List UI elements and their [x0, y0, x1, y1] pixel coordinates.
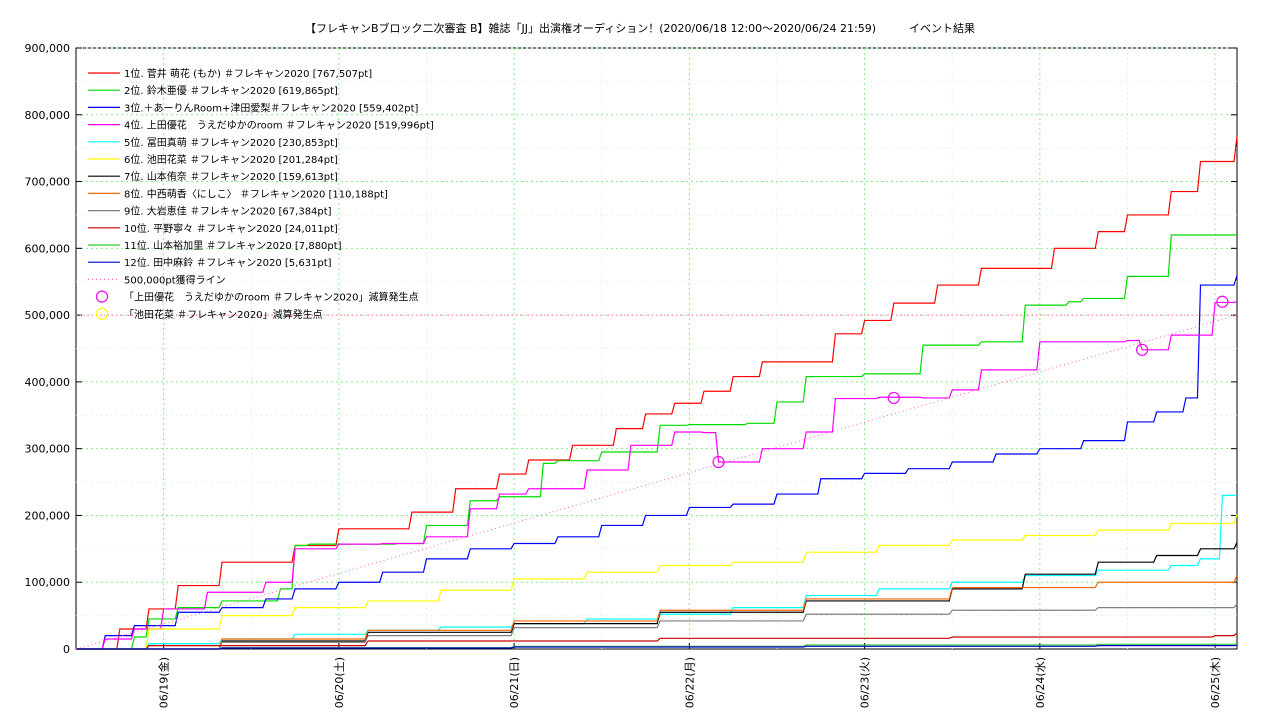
- series-line-1: [76, 136, 1238, 650]
- legend-label: 「上田優花 うえだゆかのroom ＃フレキャン2020」減算発生点: [124, 291, 419, 304]
- x-tick-label: 06/24(水): [1034, 657, 1047, 708]
- series-line-8: [76, 575, 1238, 650]
- legend-marker-2: [95, 307, 109, 320]
- legend-label: 8位. 中西萌香〈にしこ〉 ＃フレキャン2020 [110,188pt]: [124, 187, 388, 200]
- y-tick-label: 0: [63, 643, 70, 656]
- series-line-5: [76, 494, 1238, 650]
- x-tick-label: 06/19(金): [157, 657, 171, 708]
- y-tick-label: 800,000: [25, 109, 71, 122]
- series-line-6: [76, 514, 1238, 650]
- x-tick-label: 06/20(土): [333, 657, 346, 708]
- legend-label: 3位.＋あーりんRoom+津田愛梨＃フレキャン2020 [559,402pt]: [124, 101, 419, 114]
- series-line-7: [76, 542, 1238, 650]
- y-tick-label: 300,000: [25, 443, 71, 456]
- series-line-2: [76, 234, 1238, 650]
- chart-title: 【フレキャンBブロック二次審査 B】雑誌「JJ」出演権オーディション！(2020…: [304, 22, 976, 35]
- legend-label: 6位. 池田花菜 ＃フレキャン2020 [201,284pt]: [124, 153, 338, 166]
- y-tick-label: 100,000: [25, 576, 71, 589]
- y-tick-label: 200,000: [25, 509, 71, 522]
- legend-label: 2位. 鈴木亜優 ＃フレキャン2020 [619,865pt]: [124, 84, 338, 97]
- legend-marker-1: [95, 290, 109, 303]
- legend-label: 1位. 菅井 萌花 (もか) ＃フレキャン2020 [767,507pt]: [124, 67, 372, 80]
- decrease-marker-1: [1135, 343, 1149, 356]
- series-line-12: [76, 644, 1238, 650]
- series-line-4: [76, 301, 1238, 650]
- legend-label: 12位. 田中麻鈴 ＃フレキャン2020 [5,631pt]: [124, 256, 332, 269]
- legend-label: 500,000pt獲得ライン: [124, 273, 226, 286]
- series-line-10: [76, 632, 1238, 650]
- series-line-9: [76, 603, 1238, 650]
- decrease-marker-1: [712, 455, 725, 469]
- series-line-500k-target: [75, 314, 1238, 650]
- y-tick-label: 400,000: [25, 376, 71, 389]
- x-tick-label: 06/21(日): [508, 657, 521, 708]
- legend-label: 11位. 山本裕加里 ＃フレキャン2020 [7,880pt]: [124, 239, 342, 252]
- series-line-3: [76, 275, 1238, 650]
- legend-label: 5位. 冨田真萌 ＃フレキャン2020 [230,853pt]: [124, 136, 338, 149]
- legend-label: 9位. 大岩恵佳 ＃フレキャン2020 [67,384pt]: [124, 205, 332, 218]
- x-tick-label: 06/25(木): [1209, 657, 1222, 708]
- decrease-marker-1: [887, 391, 900, 405]
- legend-label: 4位. 上田優花 うえだゆかのroom ＃フレキャン2020 [519,996p…: [124, 119, 434, 132]
- y-tick-label: 700,000: [25, 176, 71, 189]
- legend-label: 7位. 山本侑奈 ＃フレキャン2020 [159,613pt]: [124, 170, 338, 183]
- legend-label: 10位. 平野寧々 ＃フレキャン2020 [24,011pt]: [124, 222, 338, 235]
- y-tick-label: 900,000: [25, 42, 71, 55]
- legend-label: 「池田花菜 ＃フレキャン2020」減算発生点: [124, 308, 323, 321]
- decrease-marker-1: [1216, 295, 1229, 308]
- y-tick-label: 500,000: [25, 309, 71, 322]
- x-tick-label: 06/23(火): [859, 657, 872, 708]
- x-tick-label: 06/22(月): [683, 657, 696, 708]
- y-tick-label: 600,000: [25, 242, 71, 255]
